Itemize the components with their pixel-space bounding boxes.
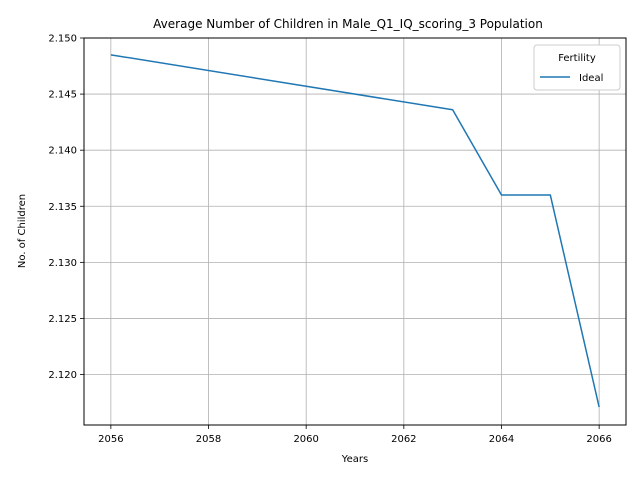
x-tick-label: 2058 (196, 434, 221, 445)
y-tick-label: 2.130 (48, 258, 77, 269)
legend: Fertility Ideal (533, 44, 621, 91)
x-tick-label: 2056 (98, 434, 123, 445)
plot-frame (83, 37, 627, 426)
y-tick-label: 2.150 (48, 34, 77, 45)
y-axis-title: No. of Children (17, 194, 28, 268)
ticks: 2056 2058 2060 2062 2064 2066 2.120 2.125 2.130 2… (48, 34, 612, 446)
legend-box (533, 44, 621, 91)
grid (84, 37, 626, 425)
series-layer (110, 54, 600, 408)
x-axis-title: Years (341, 454, 368, 465)
chart-title: Average Number of Children in Male_Q1_IQ… (153, 17, 543, 31)
legend-title: Fertility (558, 53, 596, 64)
y-tick-label: 2.135 (48, 202, 77, 213)
series-line-ideal (110, 54, 600, 408)
x-tick-label: 2062 (391, 434, 416, 445)
y-tick-label: 2.140 (48, 146, 77, 157)
x-tick-label: 2064 (489, 434, 514, 445)
x-tick-label: 2066 (586, 434, 611, 445)
y-tick-label: 2.125 (48, 314, 77, 325)
x-tick-label: 2060 (293, 434, 318, 445)
legend-label-ideal: Ideal (579, 73, 603, 84)
y-tick-label: 2.120 (48, 370, 77, 381)
y-tick-label: 2.145 (48, 90, 77, 101)
